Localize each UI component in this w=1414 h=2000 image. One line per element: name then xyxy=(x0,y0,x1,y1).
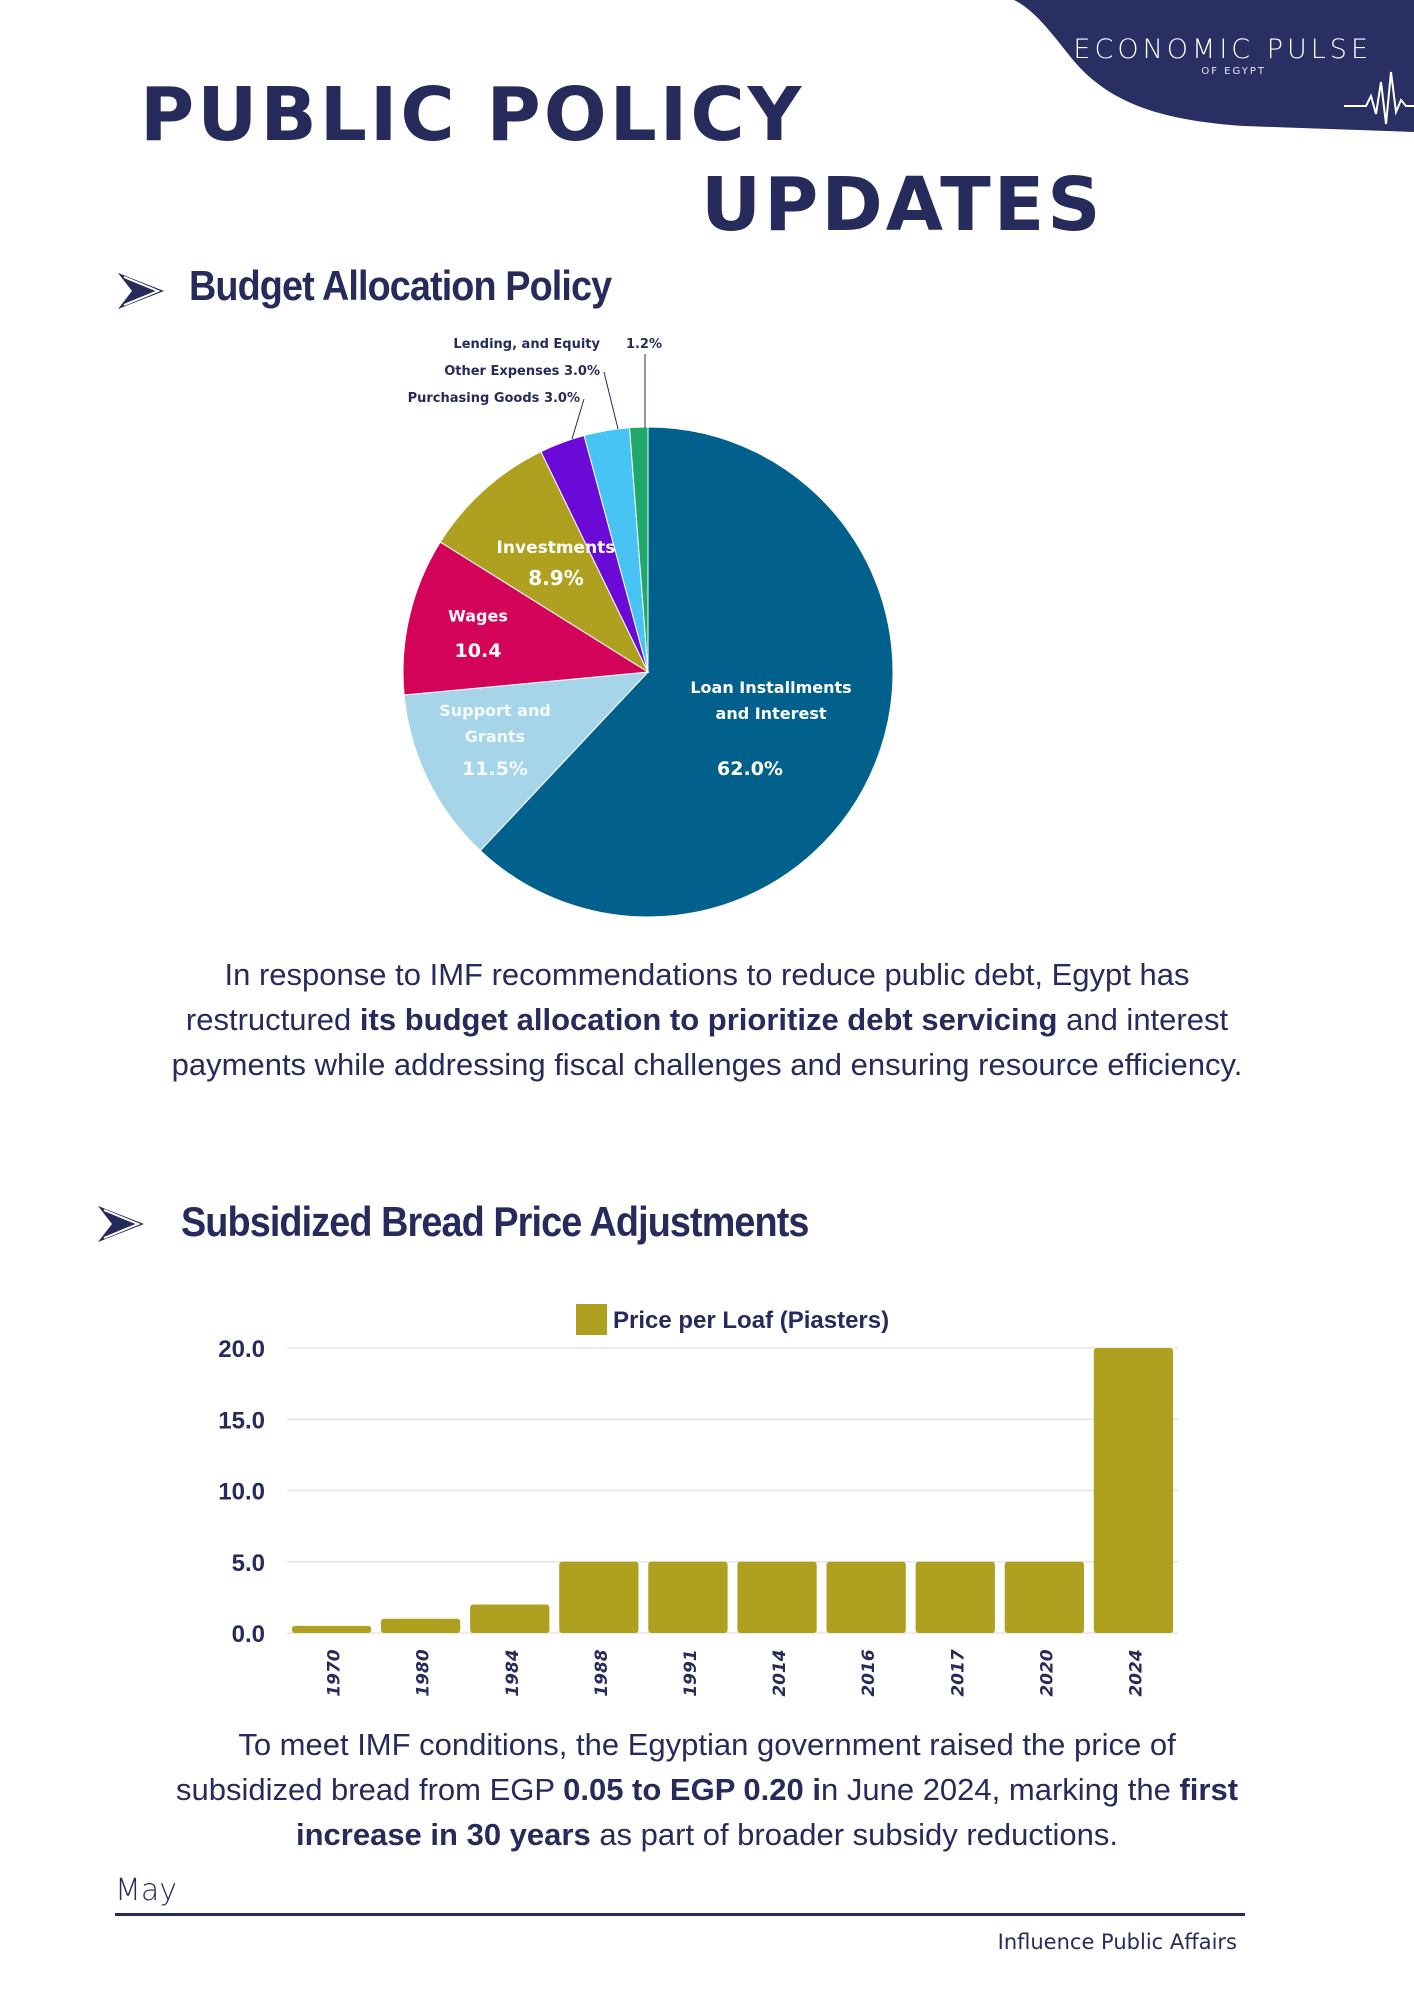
pie-label-lending: Lending, and Equity xyxy=(453,337,600,352)
x-tick-label: 1988 xyxy=(592,1649,612,1696)
pie-leader-line xyxy=(571,398,585,440)
pie-label-support: Support and Grants xyxy=(439,701,551,746)
bar-1984 xyxy=(470,1604,550,1633)
pie-value-investments: 8.9% xyxy=(528,566,584,590)
pie-label-purchasing: Purchasing Goods 3.0% xyxy=(407,391,580,406)
pie-slice-wages xyxy=(402,541,650,696)
pie-slice-lending-and-equity xyxy=(629,426,649,673)
pie-value-loan: 62.0% xyxy=(717,758,783,780)
bar-1980 xyxy=(381,1618,461,1633)
pie-slice-other-expenses xyxy=(583,427,649,673)
bar-2016 xyxy=(826,1561,906,1633)
pie-slice-loan-installments-and-interest xyxy=(479,426,894,918)
pie-label-wages: Wages xyxy=(448,606,508,626)
x-tick-label: 1984 xyxy=(503,1649,523,1696)
chevron-arrow-icon xyxy=(118,273,164,309)
x-tick-label: 2017 xyxy=(948,1649,968,1696)
bar-1970 xyxy=(291,1625,372,1633)
chevron-arrow-icon xyxy=(98,1206,144,1242)
brand-header: ECONOMIC PULSE OF EGYPT xyxy=(1014,0,1414,135)
pie-value-lending: 1.2% xyxy=(625,337,662,352)
pie-slice-purchasing-goods xyxy=(540,434,649,673)
y-tick-label: 0.0 xyxy=(232,1621,265,1648)
paragraph-line: increase in 30 years as part of broader … xyxy=(295,1817,1118,1852)
page-title-line1: PUBLIC POLICY xyxy=(140,72,805,158)
pie-label-other: Other Expenses 3.0% xyxy=(444,364,600,379)
brand-name: ECONOMIC PULSE xyxy=(1073,34,1372,65)
footer-month: May xyxy=(115,1873,178,1908)
pie-value-support: 11.5% xyxy=(462,758,528,780)
section-heading-bread: Subsidized Bread Price Adjustments xyxy=(181,1198,809,1245)
x-tick-label: 1991 xyxy=(681,1649,701,1696)
x-tick-label: 2024 xyxy=(1126,1649,1146,1696)
paragraph-line: To meet IMF conditions, the Egyptian gov… xyxy=(238,1727,1176,1762)
pie-value-wages: 10.4 xyxy=(454,640,502,662)
footer-divider xyxy=(115,1913,1245,1916)
brand-subtitle: OF EGYPT xyxy=(1201,66,1266,77)
pie-leader-line xyxy=(603,371,619,430)
legend-label: Price per Loaf (Piasters) xyxy=(613,1307,889,1334)
bar-2020 xyxy=(1004,1561,1084,1633)
bar-2017 xyxy=(915,1561,995,1633)
paragraph-line: payments while addressing fiscal challen… xyxy=(171,1047,1243,1082)
bar-1991 xyxy=(648,1561,728,1633)
section-heading-budget: Budget Allocation Policy xyxy=(189,262,612,309)
page-title-line2: UPDATES xyxy=(701,162,1104,248)
pie-label-investments: Investments xyxy=(496,538,616,558)
bread-paragraph: To meet IMF conditions, the Egyptian gov… xyxy=(0,1722,1414,1857)
x-tick-label: 2020 xyxy=(1037,1649,1057,1696)
pie-label-loan: Loan Installments and Interest xyxy=(690,678,852,723)
bar-2024 xyxy=(1093,1348,1174,1633)
paragraph-line: restructured its budget allocation to pr… xyxy=(185,1002,1229,1037)
x-tick-label: 2014 xyxy=(770,1649,790,1696)
bar-2014 xyxy=(737,1561,817,1633)
y-tick-label: 10.0 xyxy=(218,1479,265,1506)
x-tick-label: 1980 xyxy=(414,1649,434,1696)
y-tick-label: 15.0 xyxy=(218,1407,265,1434)
footer-org: Influence Public Affairs xyxy=(997,1930,1237,1954)
pie-slice-support-and-grants xyxy=(403,671,650,852)
bar-1988 xyxy=(559,1561,639,1633)
paragraph-line: In response to IMF recommendations to re… xyxy=(224,957,1190,992)
y-tick-label: 20.0 xyxy=(218,1336,265,1363)
y-tick-label: 5.0 xyxy=(232,1550,265,1577)
x-tick-label: 2016 xyxy=(859,1649,879,1696)
legend-swatch xyxy=(576,1304,607,1335)
x-tick-label: 1970 xyxy=(325,1649,345,1696)
bread-price-bar-chart: 0.0 5.0 10.0 15.0 20.0 1970 1980 1984 1988 1991 20… xyxy=(218,1304,1178,1697)
pie-slice-investments xyxy=(439,450,650,674)
budget-paragraph: In response to IMF recommendations to re… xyxy=(0,952,1414,1087)
heartbeat-icon xyxy=(1344,71,1414,125)
brand-shape xyxy=(1014,0,1414,132)
paragraph-line: subsidized bread from EGP 0.05 to EGP 0.… xyxy=(175,1772,1239,1807)
